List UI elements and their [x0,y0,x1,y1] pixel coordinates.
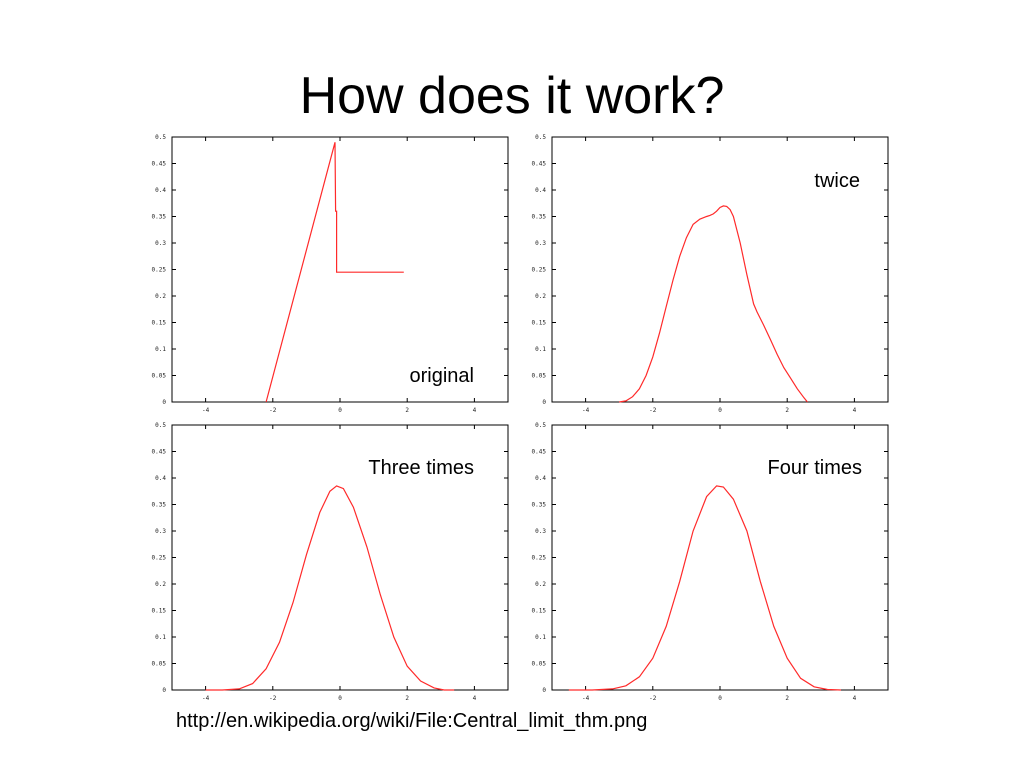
y-tick-label: 0.2 [155,293,166,300]
x-tick-label: -4 [202,407,210,414]
y-tick-label: 0.2 [535,581,546,588]
x-tick-label: 0 [718,695,722,702]
x-tick-label: -2 [269,407,277,414]
y-tick-label: 0.1 [155,634,166,641]
x-tick-label: -4 [582,695,590,702]
x-tick-label: -4 [582,407,590,414]
chart-original: 0 0.05 0.1 0.15 0.2 0.25 0.3 0.35 0.4 0.45 0.5 -4 -2… [152,134,509,414]
plot-frame [171,136,509,403]
y-tick-label: 0.05 [532,373,547,380]
y-tick-label: 0.5 [535,422,546,429]
y-tick-label: 0 [542,687,546,694]
x-tick-label: 2 [785,407,789,414]
y-tick-label: 0.35 [152,214,167,221]
x-tick-label: 2 [405,695,409,702]
distribution-curve [568,485,842,691]
distribution-curve [205,485,455,691]
y-tick-label: 0.1 [535,634,546,641]
y-tick-label: 0.45 [152,449,167,456]
chart-twice: 0 0.05 0.1 0.15 0.2 0.25 0.3 0.35 0.4 0.45 0.5 -4 -2… [532,134,889,414]
distribution-curve [265,142,404,403]
x-tick-label: 2 [785,695,789,702]
y-tick-label: 0.35 [532,502,547,509]
y-tick-label: 0.3 [155,528,166,535]
y-tick-label: 0.15 [152,320,167,327]
y-tick-label: 0.4 [535,187,546,194]
x-tick-label: 4 [853,407,857,414]
x-tick-label: -4 [202,695,210,702]
x-tick-label: 4 [473,695,477,702]
y-tick-label: 0.05 [152,373,167,380]
distribution-curve [619,205,808,403]
y-tick-label: 0.5 [155,134,166,141]
source-url[interactable]: http://en.wikipedia.org/wiki/File:Centra… [176,710,648,732]
x-tick-label: 2 [405,407,409,414]
y-tick-label: 0.4 [535,475,546,482]
y-tick-label: 0.15 [532,320,547,327]
y-tick-label: 0.1 [535,346,546,353]
y-tick-label: 0.2 [155,581,166,588]
y-tick-label: 0.15 [152,608,167,615]
y-tick-label: 0.45 [152,161,167,168]
y-tick-label: 0.35 [532,214,547,221]
y-tick-label: 0.25 [152,267,167,274]
chart-three-times: 0 0.05 0.1 0.15 0.2 0.25 0.3 0.35 0.4 0.45 0.5 -4 -2… [152,422,509,702]
y-tick-label: 0.35 [152,502,167,509]
x-tick-label: -2 [269,695,277,702]
y-tick-label: 0.25 [152,555,167,562]
y-tick-label: 0.25 [532,267,547,274]
y-tick-label: 0.45 [532,449,547,456]
y-tick-label: 0.05 [152,661,167,668]
y-tick-label: 0.05 [532,661,547,668]
y-tick-label: 0.4 [155,187,166,194]
chart-annotation: original [410,365,474,387]
y-tick-label: 0.45 [532,161,547,168]
y-tick-label: 0 [162,687,166,694]
y-tick-label: 0.15 [532,608,547,615]
chart-annotation: twice [814,170,860,192]
x-tick-label: 0 [338,695,342,702]
chart-annotation: Four times [768,457,862,479]
x-tick-label: 4 [473,407,477,414]
y-tick-label: 0.5 [155,422,166,429]
y-tick-label: 0.1 [155,346,166,353]
y-tick-label: 0.5 [535,134,546,141]
chart-annotation: Three times [368,457,474,479]
y-tick-label: 0.3 [535,528,546,535]
y-tick-label: 0.4 [155,475,166,482]
chart-four-times: 0 0.05 0.1 0.15 0.2 0.25 0.3 0.35 0.4 0.45 0.5 -4 -2… [532,422,889,702]
slide-title: How does it work? [299,67,725,125]
x-tick-label: 0 [718,407,722,414]
y-tick-label: 0.2 [535,293,546,300]
y-tick-label: 0.3 [155,240,166,247]
x-tick-label: -2 [649,407,657,414]
x-tick-label: -2 [649,695,657,702]
y-tick-label: 0.25 [532,555,547,562]
y-tick-label: 0.3 [535,240,546,247]
x-tick-label: 0 [338,407,342,414]
y-tick-label: 0 [162,399,166,406]
x-tick-label: 4 [853,695,857,702]
y-tick-label: 0 [542,399,546,406]
